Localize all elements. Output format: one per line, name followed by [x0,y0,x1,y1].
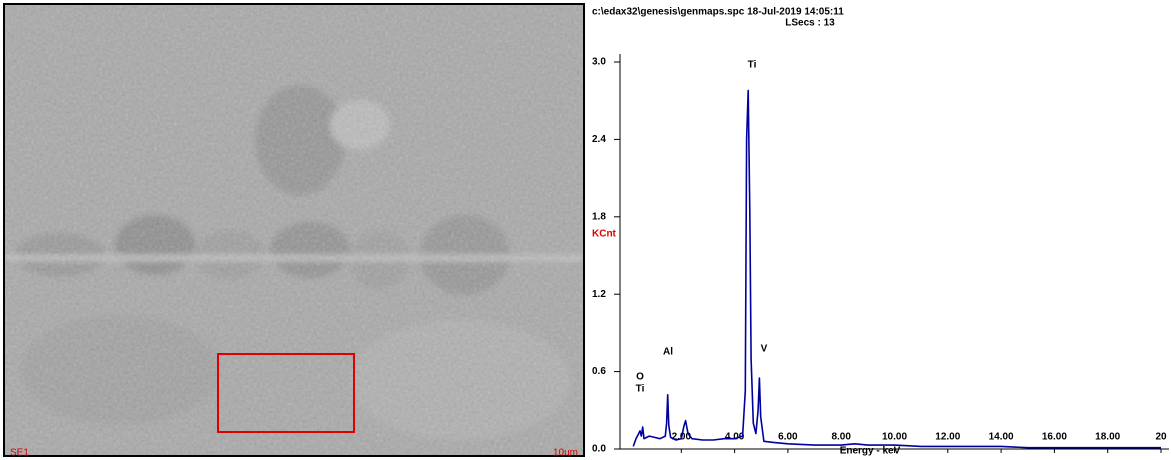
peak-label: Ti [636,384,645,395]
chart-title: c:\edax32\genesis\genmaps.spc 18-Jul-201… [592,7,844,18]
x-tick-label: 14.00 [989,432,1014,443]
x-tick-label: 10.00 [882,432,907,443]
y-tick-label: 1.2 [592,289,606,300]
peak-label: Ti [748,60,757,71]
y-tick-label: 3.0 [592,57,606,68]
y-axis-label: KCnt [592,229,617,240]
x-tick-label: 12.00 [935,432,960,443]
plot: 0.00.61.21.82.43.02.00 4.00 6.00 8.00 10.00 1… [592,54,1169,455]
y-tick-label: 2.4 [592,134,606,145]
chart-subtitle: LSecs : 13 [785,18,835,29]
y-tick-label: 0.6 [592,366,606,377]
x-tick-label: 20 [1155,432,1167,443]
image-label: 10um [553,448,578,459]
image-label: SE1 [10,448,29,459]
y-tick-label: 1.8 [592,211,606,222]
peak-label: V [761,344,768,355]
x-tick-label: 4.00 [725,432,745,443]
x-tick-label: 16.00 [1042,432,1067,443]
y-tick-label: 0.0 [592,444,606,455]
peak-label: O [636,372,644,383]
x-tick-label: 8.00 [831,432,851,443]
peak-label: Al [663,347,673,358]
spectrum-line [632,89,1161,449]
x-tick-label: 18.00 [1095,432,1120,443]
sem-image [3,3,585,457]
x-tick-label: 6.00 [778,432,798,443]
x-axis-label: Energy - keV [840,446,901,457]
